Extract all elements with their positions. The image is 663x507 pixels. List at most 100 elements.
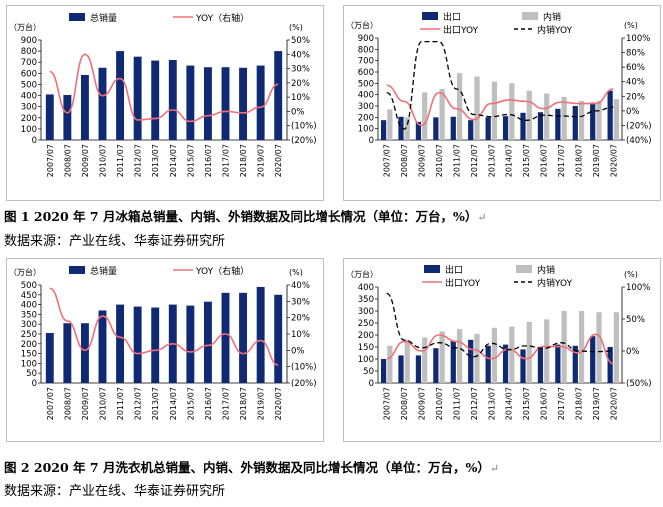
bar-navy [398, 116, 404, 140]
x-tick-label: 2014/07 [505, 387, 514, 420]
bar-navy [80, 323, 89, 383]
series-line-dashed [386, 40, 614, 130]
bar-navy [221, 292, 230, 383]
bar-navy [45, 94, 54, 140]
left-tick-label: 250 [21, 330, 37, 340]
x-tick-label: 2020/07 [609, 387, 618, 420]
bar-grey [578, 311, 585, 383]
right-tick-label: 10% [291, 330, 310, 340]
x-tick-label: 2011/07 [452, 387, 461, 420]
bar-navy [590, 336, 596, 383]
left-tick-label: 600 [358, 68, 374, 78]
right-tick-label: 100% [626, 34, 650, 44]
x-tick-label: 2016/07 [204, 387, 213, 420]
x-tick-label: 2013/07 [151, 387, 160, 420]
bar-grey [491, 327, 498, 383]
left-tick-label: 200 [21, 340, 37, 350]
right-tick-label: (20%) [291, 136, 317, 146]
left-tick-label: 300 [21, 320, 37, 330]
right-tick-label: 0% [291, 346, 305, 356]
left-tick-label: 350 [21, 310, 37, 320]
x-tick-label: 2012/07 [134, 144, 143, 177]
right-axis-unit: (%) [289, 268, 303, 277]
x-tick-label: 2018/07 [574, 387, 583, 420]
x-tick-label: 2017/07 [222, 144, 231, 177]
washer-split-chart: 0 50 100 150 200 250 300 350 400 (50%) 0% 50% 100% （万… [346, 264, 652, 420]
left-tick-label: 500 [21, 80, 37, 90]
figure-1-caption: 图 1 2020 年 7 月冰箱总销量、内销、外销数据及同比增长情况（单位：万台… [4, 206, 487, 225]
x-tick-label: 2017/07 [222, 387, 231, 420]
right-tick-label: 60% [626, 63, 645, 73]
bar-navy [239, 292, 248, 383]
left-tick-label: 200 [358, 331, 374, 341]
x-tick-label: 2014/07 [169, 387, 178, 420]
right-axis-unit: (%) [624, 21, 638, 30]
left-tick-label: 300 [358, 307, 374, 317]
left-tick-label: 100 [358, 125, 374, 135]
chart-panel-washer-split: 0 50 100 150 200 250 300 350 400 (50%) 0% 50% 100% （万… [343, 258, 661, 442]
left-tick-label: 0 [369, 136, 374, 146]
right-tick-label: (50%) [626, 379, 652, 389]
left-tick-label: 150 [358, 343, 374, 353]
legend-label: 出口YOY [443, 24, 479, 36]
bar-navy [98, 67, 107, 140]
series-line [386, 333, 614, 365]
bar-grey [474, 76, 480, 140]
x-tick-label: 2018/07 [239, 144, 248, 177]
bar-navy [168, 60, 177, 140]
right-tick-label: 20% [291, 314, 310, 324]
right-tick-label: 100% [626, 283, 650, 293]
bar-navy [203, 67, 212, 140]
left-tick-label: 700 [21, 58, 37, 68]
x-tick-label: 2020/07 [274, 387, 283, 420]
left-tick-label: 300 [358, 102, 374, 112]
bar-navy [537, 347, 544, 383]
bar-navy [63, 95, 72, 140]
bar-navy [98, 310, 107, 383]
x-tick-label: 2008/07 [400, 144, 409, 177]
bar-navy [45, 333, 54, 383]
bar-navy [607, 90, 613, 140]
left-tick-label: 0 [32, 136, 37, 146]
legend-label: 总销量 [90, 12, 117, 24]
bar-grey [596, 100, 602, 140]
bar-grey [596, 312, 602, 383]
x-tick-label: 2013/07 [151, 144, 160, 177]
x-tick-label: 2014/07 [169, 144, 178, 177]
left-axis-unit: （万台） [9, 267, 41, 277]
left-tick-label: 500 [358, 79, 374, 89]
bar-grey [387, 345, 393, 383]
bar-grey [578, 100, 585, 140]
series-line [49, 53, 279, 123]
right-tick-label: (40%) [626, 136, 652, 146]
x-tick-label: 2012/07 [470, 387, 479, 420]
bar-grey [456, 73, 463, 140]
bar-grey [544, 319, 550, 383]
left-tick-label: 800 [358, 45, 374, 55]
bar-navy [502, 116, 509, 140]
x-tick-label: 2013/07 [487, 144, 496, 177]
x-tick-label: 2010/07 [99, 144, 108, 177]
x-tick-label: 2009/07 [81, 387, 90, 420]
bar-grey [544, 93, 550, 140]
legend-label: YOY（右轴） [195, 12, 249, 24]
legend-swatch-bar [422, 12, 438, 20]
bar-navy [607, 347, 613, 383]
left-tick-label: 100 [358, 355, 374, 365]
left-tick-label: 400 [21, 92, 37, 102]
bar-navy [151, 60, 160, 140]
x-tick-label: 2007/07 [46, 144, 55, 177]
bar-navy [555, 344, 561, 383]
bar-navy [274, 51, 283, 140]
bar-navy [221, 67, 230, 140]
bar-navy [433, 348, 439, 383]
left-tick-label: 450 [21, 291, 37, 301]
right-tick-label: 50% [626, 315, 645, 325]
bar-navy [450, 116, 456, 140]
left-tick-label: 250 [358, 319, 374, 329]
legend-label: 内销YOY [537, 277, 573, 289]
bar-grey [561, 96, 567, 140]
bar-navy [133, 306, 142, 383]
right-tick-label: 40% [626, 78, 645, 88]
bar-grey [439, 89, 445, 140]
